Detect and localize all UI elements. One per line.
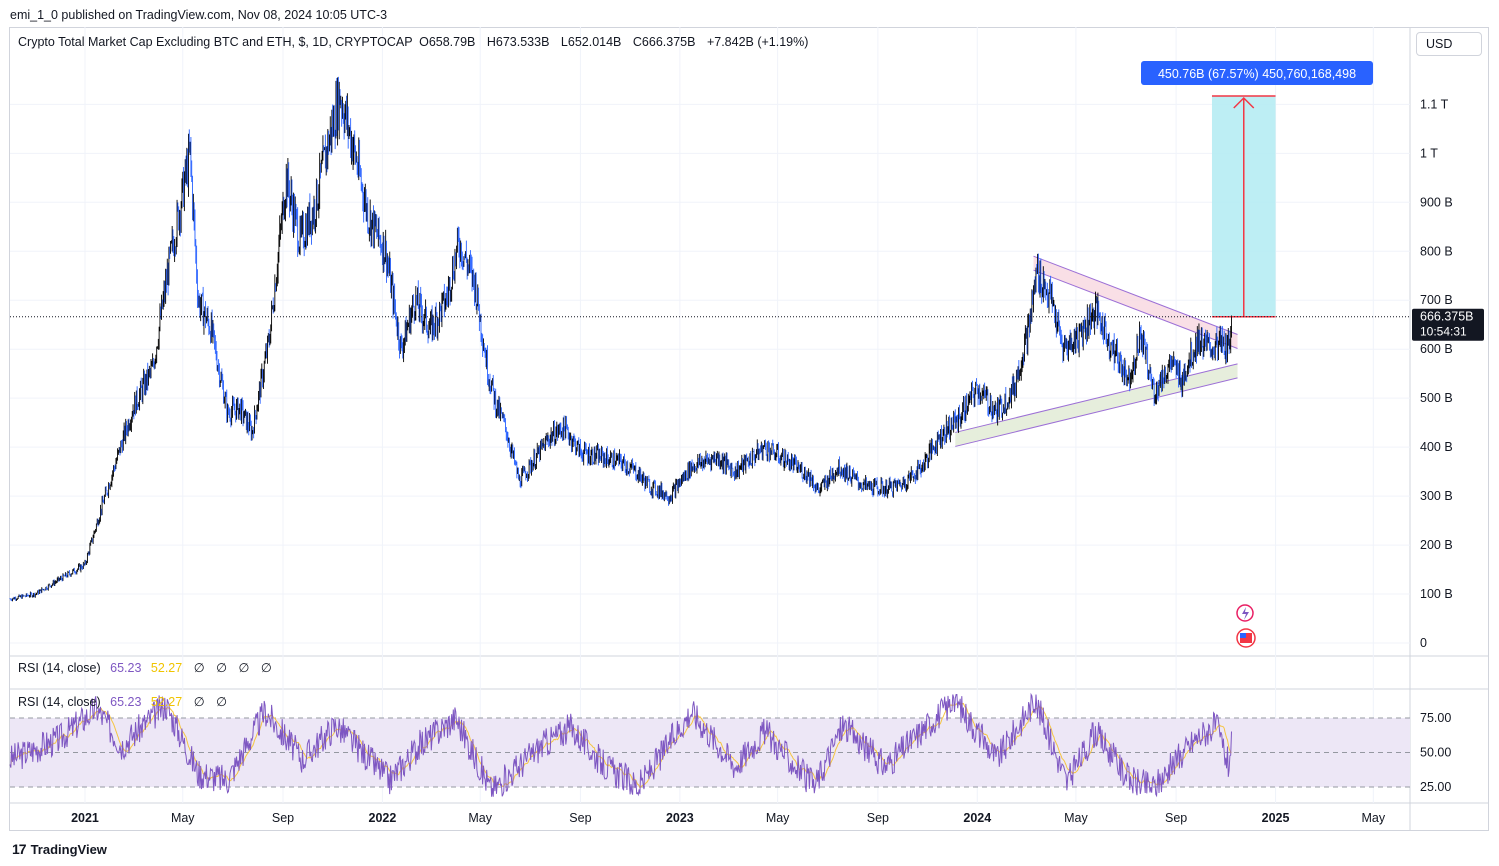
empty-value: ∅ xyxy=(193,695,205,709)
time-tick-label: 2023 xyxy=(666,811,694,825)
time-tick-label: 2025 xyxy=(1262,811,1290,825)
rsi-tick-label: 75.00 xyxy=(1420,711,1451,725)
rsi-legend-1[interactable]: RSI (14, close) 65.23 52.27 ∅ ∅ ∅ ∅ xyxy=(18,660,272,675)
price-tick-label: 100 B xyxy=(1420,587,1453,601)
publish-line: emi_1_0 published on TradingView.com, No… xyxy=(10,8,388,22)
time-tick-label: May xyxy=(1064,811,1088,825)
price-tick-label: 1.1 T xyxy=(1420,97,1449,111)
chart-frame xyxy=(9,27,1489,831)
measure-tool[interactable]: 450.76B (67.57%) 450,760,168,498 xyxy=(1141,61,1373,318)
empty-value: ∅ xyxy=(260,661,272,675)
lightning-glyph xyxy=(1242,607,1249,620)
legend-change: +7.842B (+1.19%) xyxy=(706,35,809,49)
rsi-value: 65.23 xyxy=(110,661,142,675)
wedge-pattern[interactable] xyxy=(955,255,1238,447)
rsi-value: 65.23 xyxy=(110,695,142,709)
time-tick-label: 2022 xyxy=(369,811,397,825)
price-tick-label: 800 B xyxy=(1420,244,1453,258)
empty-value: ∅ xyxy=(216,695,227,709)
legend-low: L652.014B xyxy=(560,35,622,49)
measure-arrow-head xyxy=(1233,96,1255,109)
wedge-line xyxy=(955,363,1238,433)
wedge-line xyxy=(1033,255,1238,335)
price-tick-label: 200 B xyxy=(1420,538,1453,552)
legend-title: Crypto Total Market Cap Excluding BTC an… xyxy=(18,35,413,49)
time-tick-label: Sep xyxy=(867,811,889,825)
brand-name: TradingView xyxy=(30,841,107,857)
price-tick-label: 400 B xyxy=(1420,440,1453,454)
time-tick-label: 2021 xyxy=(71,811,99,825)
wedge-line xyxy=(955,377,1238,447)
price-tick-label: 0 xyxy=(1420,636,1427,650)
rsi-legend-2[interactable]: RSI (14, close) 65.23 52.27 ∅ ∅ xyxy=(18,694,227,709)
time-tick-label: May xyxy=(766,811,790,825)
grid xyxy=(10,27,1410,803)
time-tick-label: May xyxy=(171,811,195,825)
time-tick-label: May xyxy=(468,811,492,825)
rsi-tick-label: 25.00 xyxy=(1420,780,1451,794)
rsi-tick-label: 50.00 xyxy=(1420,746,1451,760)
footer-brand[interactable]: 17 TradingView xyxy=(12,841,107,857)
wedge-line xyxy=(1033,269,1238,349)
time-tick-label: Sep xyxy=(1165,811,1187,825)
time-tick-label: 2024 xyxy=(963,811,991,825)
flag-canton xyxy=(1240,633,1246,638)
rsi-series xyxy=(9,692,1232,798)
empty-value: ∅ xyxy=(238,661,250,675)
series-legend: Crypto Total Market Cap Excluding BTC an… xyxy=(18,35,811,49)
empty-value: ∅ xyxy=(216,661,227,675)
time-axis[interactable]: 2021 May Sep 2022 May Sep 2023 May Sep 2024 May Sep… xyxy=(71,811,1386,825)
wedge-lower-band xyxy=(955,363,1238,447)
legend-high: H673.533B xyxy=(486,35,550,49)
measure-label: 450.76B (67.57%) 450,760,168,498 xyxy=(1158,67,1356,81)
price-tick-label: 300 B xyxy=(1420,489,1453,503)
price-badge-countdown: 10:54:31 xyxy=(1420,325,1467,339)
price-badge-value: 666.375B xyxy=(1420,310,1474,324)
currency-button[interactable]: USD xyxy=(1416,32,1482,56)
tradingview-logo-icon: 17 xyxy=(12,841,27,857)
measure-label-bg xyxy=(1141,61,1373,85)
price-badge xyxy=(1412,308,1484,341)
price-axis[interactable]: 0 100 B 200 B 300 B 400 B 500 B 600 B 700 B 800 … xyxy=(1420,97,1453,650)
price-tick-label: 900 B xyxy=(1420,195,1453,209)
price-tick-label: 600 B xyxy=(1420,342,1453,356)
legend-open: O658.79B xyxy=(419,35,476,49)
rsi-line xyxy=(9,692,1232,798)
rsi-ma-value: 52.27 xyxy=(150,695,183,709)
legend-close: C666.375B xyxy=(632,35,696,49)
empty-value: ∅ xyxy=(193,661,205,675)
price-tick-label: 1 T xyxy=(1420,146,1438,160)
time-tick-label: Sep xyxy=(569,811,591,825)
price-tick-label: 500 B xyxy=(1420,391,1453,405)
wedge-upper-band xyxy=(1033,256,1238,349)
rsi-label: RSI (14, close) xyxy=(18,661,101,675)
rsi-label: RSI (14, close) xyxy=(18,695,101,709)
rsi-axis[interactable]: 75.00 50.00 25.00 xyxy=(1420,711,1451,794)
time-tick-label: Sep xyxy=(272,811,294,825)
rsi-ma-value: 52.27 xyxy=(150,661,183,675)
price-tick-label: 700 B xyxy=(1420,293,1453,307)
time-tick-label: May xyxy=(1362,811,1386,825)
candle-series xyxy=(9,76,1232,602)
